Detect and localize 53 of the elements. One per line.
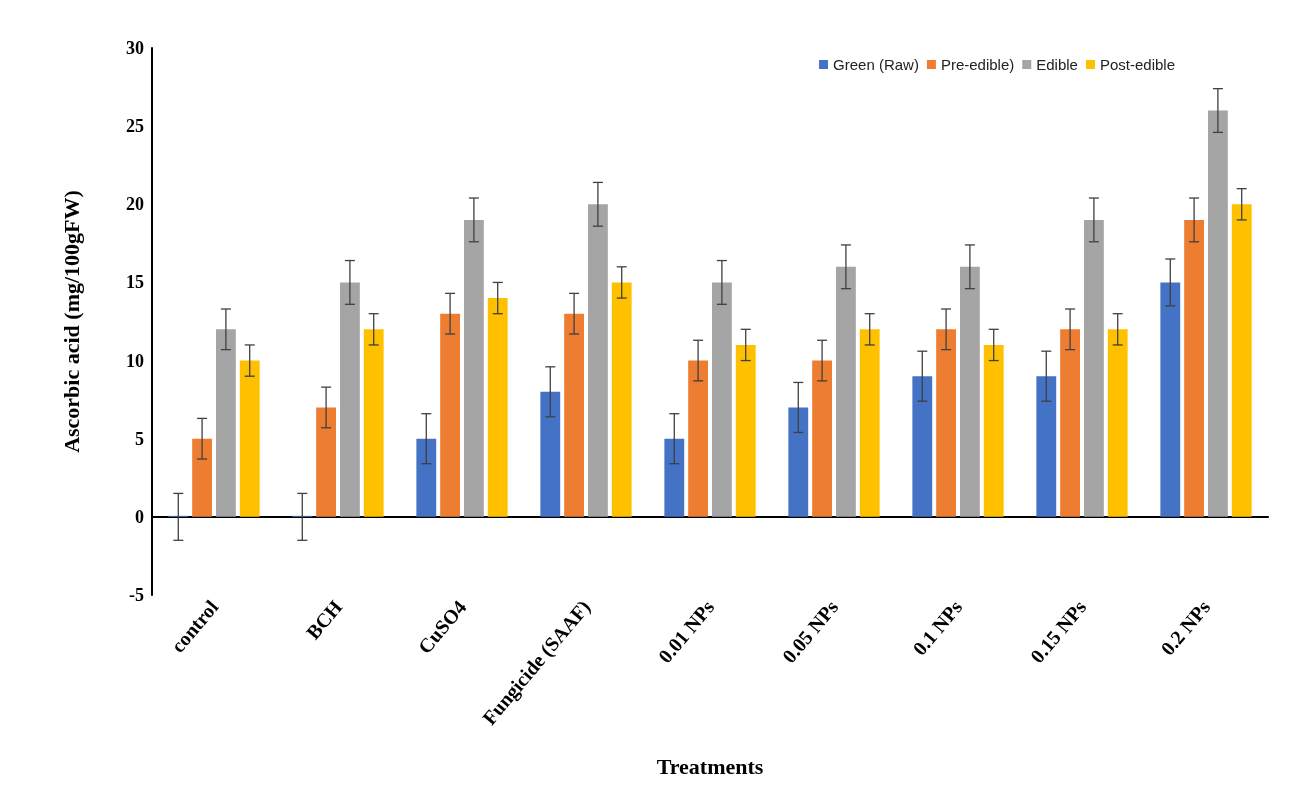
bar bbox=[587, 204, 608, 517]
bar bbox=[339, 282, 360, 517]
bar bbox=[611, 282, 632, 517]
bar bbox=[1036, 376, 1057, 517]
x-axis-title: Treatments bbox=[656, 753, 764, 779]
y-tick-label: 25 bbox=[126, 116, 144, 137]
y-tick-label: 0 bbox=[135, 506, 144, 527]
bar bbox=[463, 219, 484, 517]
bar bbox=[192, 438, 213, 517]
bar bbox=[440, 313, 461, 517]
x-tick-label: 0.15 NPs bbox=[1025, 595, 1091, 668]
bar bbox=[664, 438, 685, 517]
legend-label: Pre-edible) bbox=[940, 56, 1015, 73]
bar bbox=[540, 391, 561, 517]
bar bbox=[936, 329, 957, 517]
y-tick-label: 30 bbox=[126, 38, 144, 58]
bar bbox=[959, 266, 980, 517]
bar bbox=[1184, 219, 1205, 517]
x-tick-label: 0.2 NPs bbox=[1156, 595, 1215, 660]
y-tick-label: 15 bbox=[126, 272, 144, 293]
bar bbox=[1231, 204, 1252, 517]
bar bbox=[812, 360, 833, 517]
bar bbox=[487, 298, 508, 517]
bar bbox=[1160, 282, 1181, 517]
y-tick-label: -5 bbox=[129, 585, 144, 605]
y-axis-title: Ascorbic acid (mg/100gFW) bbox=[58, 190, 84, 453]
bar bbox=[735, 344, 756, 517]
x-tick-label: 0.1 NPs bbox=[908, 595, 967, 660]
bar bbox=[363, 329, 384, 517]
legend-label: Green (Raw) bbox=[833, 56, 919, 73]
legend-label: Edible bbox=[1036, 56, 1078, 73]
bar bbox=[416, 438, 437, 517]
bar bbox=[215, 329, 236, 517]
bar bbox=[711, 282, 732, 517]
bar bbox=[688, 360, 709, 517]
bar bbox=[239, 360, 260, 517]
bar bbox=[1107, 329, 1128, 517]
legend-label: Post-edible bbox=[1099, 56, 1175, 73]
bar bbox=[1083, 219, 1104, 517]
bar bbox=[983, 344, 1004, 517]
y-tick-label: 20 bbox=[126, 194, 144, 215]
bar bbox=[859, 329, 880, 517]
x-tick-label: 0.05 NPs bbox=[777, 595, 843, 668]
x-tick-label: 0.01 NPs bbox=[653, 595, 719, 668]
bar bbox=[912, 376, 933, 517]
y-tick-label: 5 bbox=[135, 428, 144, 449]
bar bbox=[835, 266, 856, 517]
y-tick-label: 10 bbox=[126, 350, 144, 371]
bar bbox=[788, 407, 809, 517]
bar bbox=[1207, 110, 1228, 517]
bar bbox=[316, 407, 337, 517]
bar bbox=[1060, 329, 1081, 517]
bar bbox=[564, 313, 585, 517]
